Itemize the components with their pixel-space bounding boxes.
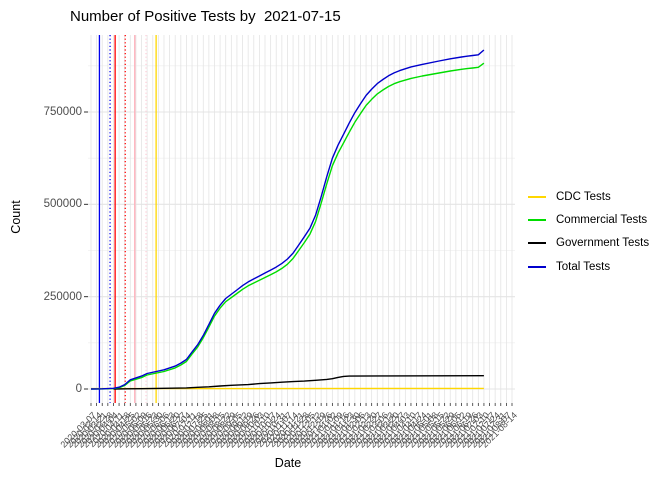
series-line-commercial-tests [90, 62, 485, 390]
y-tick-label: 0 [75, 383, 82, 395]
legend-entry-cdc: CDC Tests [528, 185, 649, 208]
total-line-swatch [528, 265, 546, 268]
legend-label: Total Tests [556, 260, 611, 273]
legend-entry-government: Government Tests [528, 232, 649, 255]
legend-label: CDC Tests [556, 190, 611, 203]
y-axis-title: Count [9, 200, 23, 234]
cdc-line-swatch [528, 195, 546, 198]
legend-entry-total: Total Tests [528, 255, 649, 278]
legend-entry-commercial: Commercial Tests [528, 208, 649, 231]
y-tick-label: 750000 [43, 106, 82, 118]
x-axis-title: Date [274, 456, 302, 470]
plot-area-svg [84, 35, 515, 406]
series-line-total-tests [90, 49, 485, 390]
y-tick-label: 500000 [43, 198, 82, 211]
series-line-government-tests [113, 375, 484, 390]
plot-panel [84, 35, 515, 406]
chart-title: Number of Positive Tests by 2021-07-15 [70, 8, 341, 25]
legend: CDC Tests Commercial Tests Government Te… [528, 185, 649, 278]
legend-label: Commercial Tests [556, 213, 648, 226]
y-tick-label: 250000 [43, 290, 82, 303]
commercial-line-swatch [528, 218, 546, 221]
legend-label: Government Tests [556, 237, 650, 250]
government-line-swatch [528, 242, 546, 245]
